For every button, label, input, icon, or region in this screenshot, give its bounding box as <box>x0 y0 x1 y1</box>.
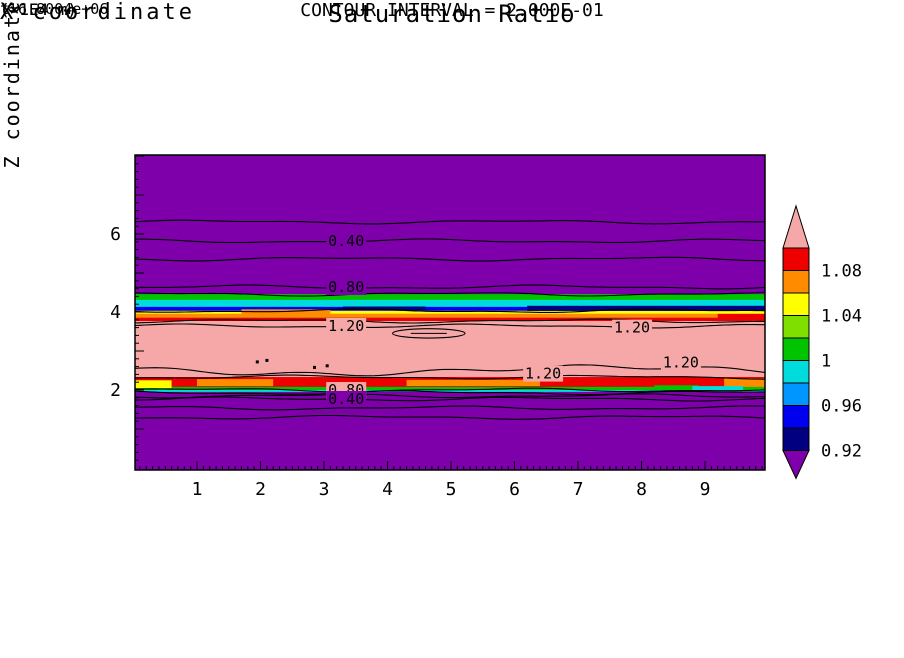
colorbar-arrow-low <box>782 450 810 480</box>
colorbar-label: 1.04 <box>821 307 862 327</box>
y-tick-label: 4 <box>110 302 121 323</box>
contour-label: 0.80 <box>328 278 364 296</box>
contour-label: 0.40 <box>328 390 364 408</box>
contour-line <box>135 238 765 244</box>
saturation-band <box>724 378 765 387</box>
x-tick-label: 5 <box>446 479 457 500</box>
x-tick-label: 7 <box>573 479 584 500</box>
contour-speck <box>313 365 316 369</box>
contour-label: 1.20 <box>663 354 699 372</box>
colorbar-segment <box>782 427 810 451</box>
x-tick-label: 2 <box>255 479 266 500</box>
contour-label-bg <box>326 279 367 295</box>
contour-line <box>135 414 765 420</box>
contour-line <box>135 396 765 402</box>
contour-line <box>135 364 765 377</box>
colorbar-label: 1.08 <box>821 262 862 282</box>
contour-label: 1.20 <box>328 317 364 335</box>
contour-label-bg <box>660 354 701 371</box>
saturation-band <box>343 306 426 310</box>
colorbar-segment <box>782 405 810 429</box>
y-axis-label: Z coordinate <box>0 0 24 169</box>
colorbar-arrow-high <box>782 204 810 249</box>
contour-speck <box>255 360 259 364</box>
contour-label-bg <box>326 233 367 249</box>
y-tick-label: 6 <box>110 224 121 245</box>
contour-line <box>135 219 765 225</box>
contour-line <box>135 387 765 393</box>
x-tick-label: 9 <box>700 479 711 500</box>
contour-label-bg <box>612 319 652 336</box>
x-tick-label: 4 <box>382 479 393 500</box>
colorbar-segment <box>782 270 810 294</box>
contour-loop <box>392 328 466 339</box>
contour-line <box>135 284 765 290</box>
colorbar-segment <box>782 360 810 384</box>
saturation-band <box>135 310 765 314</box>
contour-line <box>135 256 765 262</box>
saturation-band <box>197 379 274 387</box>
contour-interval-note: CONTOUR INTERVAL = 2.000E-01 <box>300 0 604 21</box>
saturation-band <box>135 386 765 390</box>
saturation-band <box>135 380 172 389</box>
saturation-band <box>135 313 765 318</box>
colorbar-segment <box>782 382 810 406</box>
contour-label: 0.40 <box>328 232 364 250</box>
contour-line <box>135 308 765 313</box>
saturation-band <box>135 317 765 321</box>
contour-line <box>135 393 765 399</box>
time-annotation: t=6.8004e+06 <box>0 0 109 18</box>
x-axis-units-label: (×1E4 m) <box>0 0 78 19</box>
contour-line <box>135 390 765 396</box>
plot-frame <box>134 154 766 471</box>
x-tick-label: 1 <box>192 479 203 500</box>
x-tick-label: 8 <box>636 479 647 500</box>
chart-title: Saturation Ratio <box>328 0 576 28</box>
contour-line <box>135 374 765 380</box>
colorbar-segment <box>782 292 810 316</box>
saturation-band <box>135 299 765 307</box>
y-axis-units-label: (×1E4 m) <box>0 0 78 19</box>
colorbar-segment <box>782 247 810 271</box>
y-tick-label: 2 <box>110 380 121 401</box>
contour-label-bg <box>523 365 564 382</box>
contour-line <box>135 323 765 329</box>
saturation-band <box>135 390 765 392</box>
colorbar-label: 0.92 <box>821 442 862 462</box>
saturation-band <box>654 385 699 390</box>
contour-label-bg <box>326 318 367 334</box>
contour-speck <box>325 364 329 368</box>
colorbar-segment <box>782 315 810 339</box>
saturation-band <box>135 306 765 311</box>
contour-line <box>135 318 765 324</box>
x-tick-label: 3 <box>319 479 330 500</box>
colorbar-label: 1 <box>821 352 831 372</box>
contour-label: 1.20 <box>525 365 561 383</box>
contour-label: 1.20 <box>614 319 650 337</box>
saturation-band <box>135 321 765 378</box>
contour-line <box>135 405 765 411</box>
colorbar-label: 0.96 <box>821 397 862 417</box>
colorbar-segment <box>782 337 810 361</box>
saturation-band <box>527 305 765 311</box>
saturation-band <box>692 386 744 391</box>
contour-label-bg <box>326 391 367 407</box>
contour-speck <box>265 358 269 362</box>
saturation-band <box>135 294 765 300</box>
saturation-band <box>717 313 765 320</box>
saturation-band <box>406 379 540 387</box>
contour-line <box>135 291 765 297</box>
x-axis-label: X coordinate <box>0 0 195 25</box>
x-tick-label: 6 <box>509 479 520 500</box>
